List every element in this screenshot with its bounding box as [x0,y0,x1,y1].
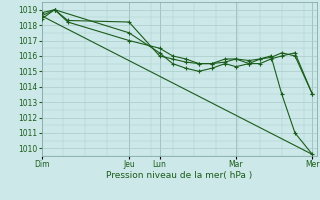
X-axis label: Pression niveau de la mer( hPa ): Pression niveau de la mer( hPa ) [106,171,252,180]
